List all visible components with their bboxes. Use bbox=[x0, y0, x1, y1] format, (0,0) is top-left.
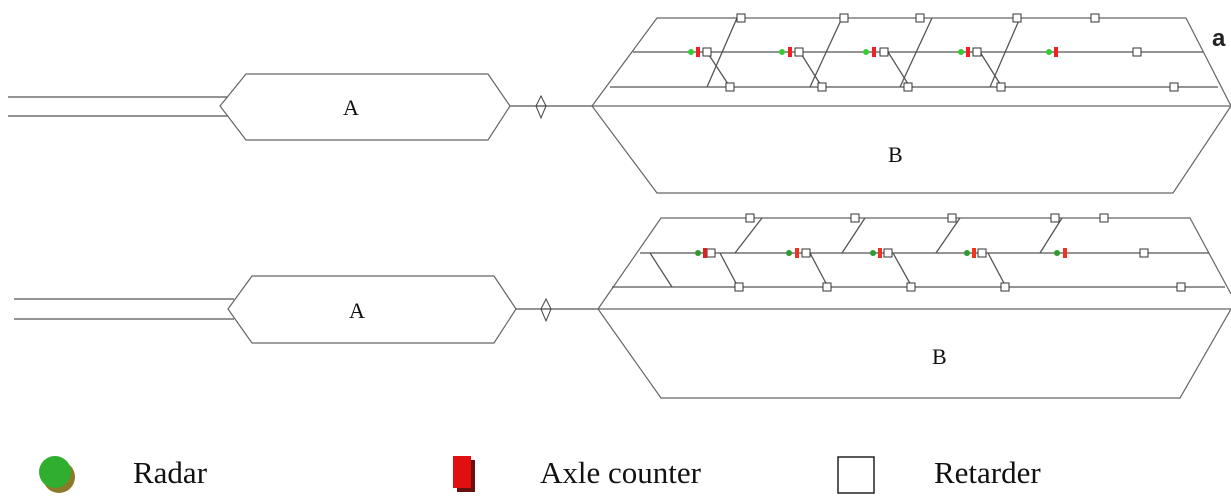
retarder-icon bbox=[702, 47, 712, 57]
crossover bbox=[706, 17, 738, 88]
axle-counter-icon bbox=[1063, 248, 1067, 258]
retarder-icon bbox=[883, 248, 893, 258]
axle-counter-icon bbox=[795, 248, 799, 258]
zone-b-lower-outline bbox=[590, 105, 1231, 194]
retarder-icon bbox=[1012, 13, 1022, 23]
retarder-icon bbox=[972, 47, 982, 57]
retarder-icon bbox=[1169, 82, 1179, 92]
retarder-icon bbox=[736, 13, 746, 23]
panel-label: a bbox=[1212, 25, 1226, 52]
crossover bbox=[719, 252, 739, 288]
retarder-icon bbox=[817, 82, 827, 92]
retarder-icon bbox=[1132, 47, 1142, 57]
retarder-icon bbox=[725, 82, 735, 92]
retarder-icon bbox=[850, 213, 860, 223]
hump-symbol bbox=[540, 297, 552, 323]
retarder-legend-icon bbox=[837, 456, 875, 494]
crossover bbox=[734, 217, 763, 254]
crossover bbox=[935, 217, 961, 254]
crossover bbox=[809, 252, 829, 288]
crossover bbox=[899, 17, 933, 88]
retarder-icon bbox=[794, 47, 804, 57]
radar-icon bbox=[779, 49, 785, 55]
retarder-icon bbox=[706, 248, 716, 258]
zone-b-lower-outline bbox=[596, 308, 1231, 399]
crossover bbox=[887, 51, 911, 88]
axle-counter-icon bbox=[872, 47, 876, 57]
retarder-icon bbox=[1139, 248, 1149, 258]
retarder-icon bbox=[1176, 282, 1186, 292]
axle-counter-icon bbox=[703, 248, 707, 258]
crossover bbox=[1039, 217, 1063, 254]
retarder-icon bbox=[915, 13, 925, 23]
yard-top: A B bbox=[8, 13, 1231, 194]
retarder-icon bbox=[1099, 213, 1109, 223]
legend: Radar Axle counter Retarder bbox=[39, 455, 1041, 494]
axle-counter-icon bbox=[788, 47, 792, 57]
radar-icon bbox=[870, 250, 876, 256]
retarder-icon bbox=[801, 248, 811, 258]
axle-counter-legend-icon bbox=[453, 456, 471, 488]
radar-legend-icon bbox=[39, 456, 71, 488]
zone-b-label: B bbox=[932, 344, 947, 369]
crossover bbox=[649, 252, 673, 288]
retarder-icon bbox=[879, 47, 889, 57]
retarder-icon bbox=[903, 82, 913, 92]
retarder-icon bbox=[822, 282, 832, 292]
crossover bbox=[841, 217, 866, 254]
radar-icon bbox=[964, 250, 970, 256]
retarder-icon bbox=[745, 213, 755, 223]
crossover bbox=[987, 252, 1007, 288]
legend-axle-counter-label: Axle counter bbox=[540, 455, 702, 490]
radar-icon bbox=[688, 49, 694, 55]
crossover bbox=[799, 51, 823, 88]
retarder-icon bbox=[977, 248, 987, 258]
axle-counter-icon bbox=[966, 47, 970, 57]
radar-icon bbox=[1046, 49, 1052, 55]
yard-bottom: A B bbox=[14, 213, 1231, 399]
axle-counter-icon bbox=[696, 47, 700, 57]
zone-a-label: A bbox=[343, 95, 359, 120]
axle-counter-icon bbox=[972, 248, 976, 258]
crossover bbox=[892, 252, 913, 288]
retarder-icon bbox=[1050, 213, 1060, 223]
zone-b-upper-outline bbox=[597, 217, 1231, 310]
retarder-icon bbox=[1090, 13, 1100, 23]
zone-a-outline bbox=[227, 275, 517, 344]
legend-radar-label: Radar bbox=[133, 455, 208, 490]
radar-icon bbox=[1054, 250, 1060, 256]
radar-icon bbox=[786, 250, 792, 256]
radar-icon bbox=[958, 49, 964, 55]
legend-axle-counter: Axle counter bbox=[453, 455, 702, 492]
hump-symbol bbox=[535, 94, 547, 120]
legend-radar: Radar bbox=[39, 455, 208, 493]
legend-retarder: Retarder bbox=[837, 455, 1041, 494]
retarder-icon bbox=[996, 82, 1006, 92]
retarder-icon bbox=[734, 282, 744, 292]
crossover bbox=[979, 51, 1003, 88]
zone-b-label: B bbox=[888, 142, 903, 167]
radar-icon bbox=[695, 250, 701, 256]
zone-a-label: A bbox=[349, 298, 365, 323]
radar-icon bbox=[863, 49, 869, 55]
crossover bbox=[706, 51, 731, 88]
axle-counter-icon bbox=[878, 248, 882, 258]
retarder-icon bbox=[1000, 282, 1010, 292]
retarder-icon bbox=[906, 282, 916, 292]
axle-counter-icon bbox=[1054, 47, 1058, 57]
retarder-icon bbox=[947, 213, 957, 223]
retarder-icon bbox=[839, 13, 849, 23]
zone-a-outline bbox=[219, 73, 511, 141]
legend-retarder-label: Retarder bbox=[934, 455, 1041, 490]
